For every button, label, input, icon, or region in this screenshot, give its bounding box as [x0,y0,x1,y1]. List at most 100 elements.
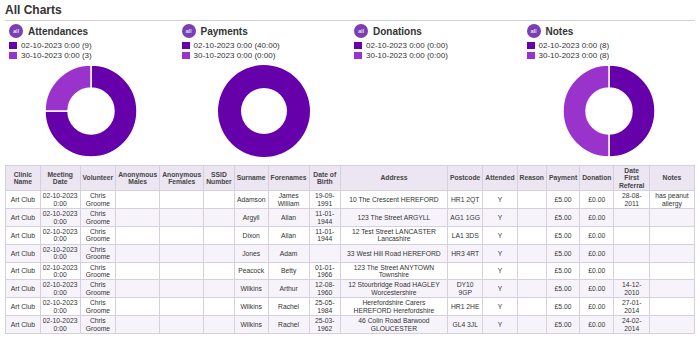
table-cell: 25-03-1962 [309,316,340,334]
table-cell [649,280,694,298]
donut-box [354,60,519,162]
all-button[interactable]: all [527,24,541,38]
table-cell: Peacock [234,262,268,280]
table-cell: James William [268,191,309,209]
column-header: Volunteer [80,166,116,191]
table-cell: 14-12-2010 [614,280,650,298]
legend-item: 02-10-2023 0:00 (8) [527,40,692,50]
table-cell: 46 Colin Road Barwood GLOUCESTER [340,316,447,334]
table-cell: 01-01-1966 [309,262,340,280]
chart-panel: allNotes 02-10-2023 0:00 (8)30-10-2023 0:… [523,24,696,162]
table-cell [309,244,340,262]
table-cell [517,316,546,334]
donut-slice [563,65,609,157]
table-cell: Y [483,209,517,227]
table-cell: has peanut allergy [649,191,694,209]
table-cell: Art Club [6,316,41,334]
column-header: Anonymous Males [116,166,160,191]
legend-swatch [527,42,535,49]
table-cell: 33 West Hill Road HEREFORD [340,244,447,262]
table-cell [649,316,694,334]
table-cell: £5.00 [547,262,580,280]
table-row: Art Club02-10-2023 0:00Chris GroomeWilki… [6,298,695,316]
table-cell: 02-10-2023 0:00 [40,262,80,280]
all-button[interactable]: all [9,24,23,38]
table-cell [517,226,546,244]
table-cell: Chris Groome [80,191,116,209]
table-cell [649,209,694,227]
column-header: Forenames [268,166,309,191]
table-cell: HR1 2HE [447,298,482,316]
table-cell: Chris Groome [80,226,116,244]
panel-head: all Donations [354,24,519,38]
table-cell: 12-08-1960 [309,280,340,298]
column-header: Payment [547,166,580,191]
table-cell: Chris Groome [80,209,116,227]
table-cell [160,191,204,209]
table-cell: Art Club [6,226,41,244]
legend-swatch [354,52,362,59]
table-cell: Argyll [234,209,268,227]
table-cell [517,209,546,227]
table-cell: Adam [268,244,309,262]
table-row: Art Club02-10-2023 0:00Chris GroomeDixon… [6,226,695,244]
table-cell [116,244,160,262]
table-cell: 02-10-2023 0:00 [40,191,80,209]
legend-item: 30-10-2023 0:00 (0:00) [182,50,347,60]
table-wrap: Clinic NameMeeting DateVolunteerAnonymou… [5,165,695,337]
table-cell: £5.00 [547,191,580,209]
table-cell: 11-01-1944 [309,226,340,244]
panel-head: allNotes [527,24,692,38]
table-cell [116,226,160,244]
table-cell [614,244,650,262]
table-cell: Y [483,316,517,334]
donut-chart [43,63,139,159]
table-cell [116,316,160,334]
legend-item: 30-10-2023 0:00 (8) [527,50,692,60]
legend: 02-10-2023 0:00 (9)30-10-2023 0:00 (3) [9,40,174,60]
table-cell: HR1 2QT [447,191,482,209]
table-cell: £0.00 [580,226,614,244]
panel-head: allPayments [182,24,347,38]
column-header: Clinic Name [6,166,41,191]
table-cell: 12 Test Street LANCASTER Lancashire [340,226,447,244]
all-button[interactable]: all [182,24,196,38]
panel-head: allAttendances [9,24,174,38]
table-cell: Art Club [6,262,41,280]
table-cell: Rachel [268,316,309,334]
table-cell: Art Club [6,191,41,209]
legend: 02-10-2023 0:00 (0:00)30-10-2023 0:00 (0… [354,40,519,60]
legend-text: 02-10-2023 0:00 (40:00) [194,41,280,50]
chart-label: Donations [373,26,422,37]
table-cell: 02-10-2023 0:00 [40,298,80,316]
all-button[interactable]: all [354,24,368,38]
table-cell [160,209,204,227]
table-cell: 123 The Street ANYTOWN Townshire [340,262,447,280]
table-cell: Y [483,244,517,262]
table-cell [160,316,204,334]
donut-chart [561,63,657,159]
table-body: Art Club02-10-2023 0:00Chris GroomeAdams… [6,191,695,334]
column-header: Meeting Date [40,166,80,191]
legend-swatch [9,42,17,49]
legend-text: 30-10-2023 0:00 (0:00) [366,51,448,60]
donut-slice [45,65,137,157]
table-cell [517,280,546,298]
donut-box [527,60,692,162]
legend-text: 30-10-2023 0:00 (8) [539,51,610,60]
table-cell: £0.00 [580,298,614,316]
table-cell: 10 The Crescent HEREFORD [340,191,447,209]
table-cell: Wilkins [234,316,268,334]
column-header: Date First Referral [614,166,650,191]
table-cell: 28-08-2011 [614,191,650,209]
table-cell: £5.00 [547,226,580,244]
table-cell: 25-05-1984 [309,298,340,316]
table-cell [204,298,235,316]
donut-slice [218,65,310,157]
table-cell [614,262,650,280]
table-row: Art Club02-10-2023 0:00Chris GroomeJones… [6,244,695,262]
table-cell [160,244,204,262]
table-cell: £5.00 [547,244,580,262]
table-cell [160,280,204,298]
table-cell: Art Club [6,244,41,262]
